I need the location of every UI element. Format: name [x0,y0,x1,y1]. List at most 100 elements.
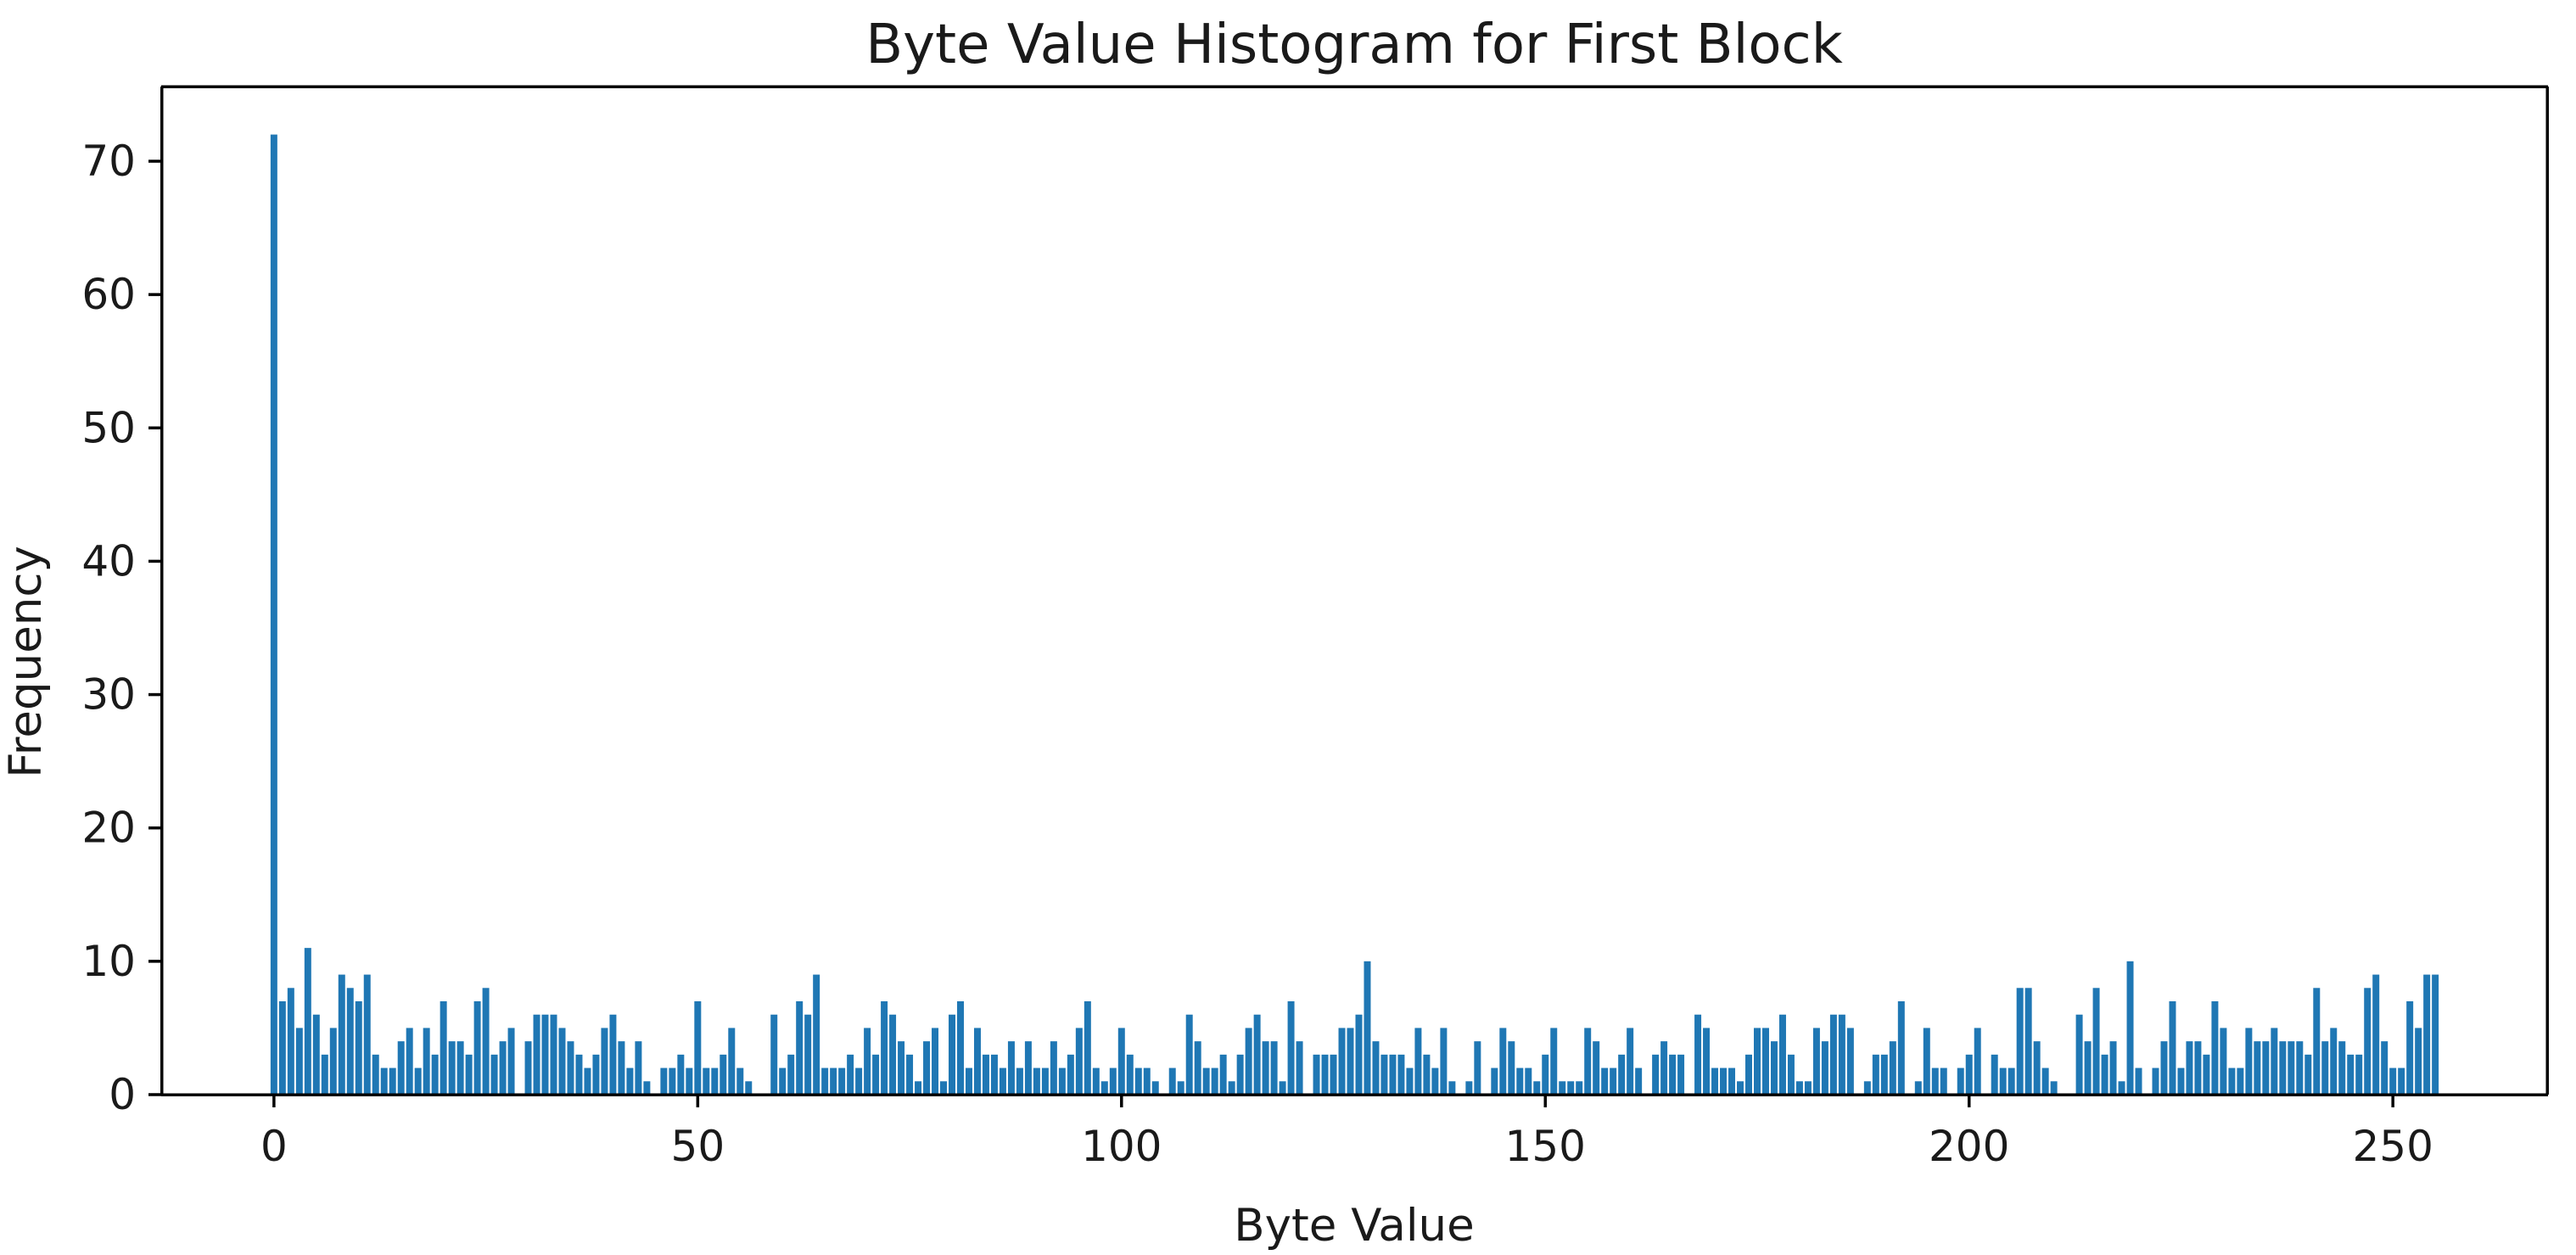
bar-value-95 [1075,1028,1083,1095]
bar-value-174 [1745,1054,1752,1095]
bar-value-245 [2347,1054,2355,1095]
bar-value-227 [2194,1041,2202,1095]
bar-value-101 [1126,1054,1134,1095]
bar-value-128 [1355,1014,1363,1095]
bar-value-1 [278,1001,286,1095]
bar-value-75 [906,1054,914,1095]
bar-value-127 [1347,1028,1354,1095]
bar-value-27 [499,1041,507,1095]
bar-value-87 [1007,1041,1015,1095]
bottom-spine [161,1093,2548,1096]
bar-value-170 [1711,1067,1719,1095]
bar-value-215 [2092,988,2100,1095]
bar-value-59 [770,1014,778,1095]
bar-value-144 [1491,1067,1498,1095]
bar-value-40 [609,1014,617,1095]
bar-value-165 [1669,1054,1677,1095]
bar-value-184 [1829,1014,1837,1095]
x-tick-mark [1120,1095,1123,1107]
bar-value-153 [1567,1081,1575,1095]
bar-value-186 [1846,1028,1854,1095]
bar-value-237 [2279,1041,2287,1095]
bar-value-46 [660,1067,668,1095]
bar-value-56 [745,1081,753,1095]
bar-value-18 [423,1028,430,1095]
bar-value-173 [1737,1081,1744,1095]
bar-value-146 [1508,1041,1515,1095]
bar-value-20 [440,1001,447,1095]
bar-value-126 [1338,1028,1346,1095]
bar-value-166 [1677,1054,1685,1095]
bar-value-42 [626,1067,634,1095]
bar-value-90 [1033,1067,1040,1095]
bar-value-254 [2423,974,2431,1095]
bar-value-76 [915,1081,922,1095]
bar-value-97 [1092,1067,1100,1095]
x-tick-label: 200 [1929,1122,2009,1171]
bar-value-137 [1431,1067,1439,1095]
bar-value-4 [304,948,311,1095]
bar-value-213 [2075,1014,2083,1095]
x-axis-label: Byte Value [1234,1200,1475,1252]
bar-value-121 [1296,1041,1303,1095]
bar-value-72 [881,1001,888,1095]
bar-value-32 [541,1014,549,1095]
bar-value-253 [2415,1028,2422,1095]
bar-value-169 [1703,1028,1711,1095]
bar-value-11 [363,974,371,1095]
bar-value-225 [2177,1067,2185,1095]
bar-value-236 [2271,1028,2278,1095]
y-tick-mark [148,960,161,963]
bar-value-240 [2304,1054,2312,1095]
bar-value-141 [1465,1081,1473,1095]
bar-value-191 [1889,1041,1896,1095]
bar-value-100 [1117,1028,1125,1095]
bar-value-19 [431,1054,439,1095]
bar-value-183 [1821,1041,1828,1095]
y-tick-mark [148,160,161,163]
y-axis-label: Frequency [0,546,52,778]
bar-value-214 [2084,1041,2092,1095]
bar-value-247 [2364,988,2372,1095]
bar-value-112 [1219,1054,1227,1095]
x-tick-label: 250 [2352,1122,2433,1171]
bar-value-36 [575,1054,583,1095]
bar-value-67 [838,1067,846,1095]
bar-value-33 [550,1014,557,1095]
bar-value-8 [338,974,345,1095]
bar-value-206 [2016,988,2024,1095]
bar-value-104 [1151,1081,1159,1095]
bar-value-38 [592,1054,600,1095]
x-tick-mark [2391,1095,2394,1107]
bar-value-17 [414,1067,422,1095]
bar-value-231 [2228,1067,2236,1095]
bar-value-92 [1050,1041,1057,1095]
bar-value-242 [2321,1041,2329,1095]
bar-value-160 [1627,1028,1634,1095]
bar-value-255 [2432,974,2439,1095]
bar-value-189 [1872,1054,1879,1095]
plot-area [161,87,2548,1095]
bar-value-88 [1016,1067,1023,1095]
bar-value-223 [2160,1041,2168,1095]
bar-value-138 [1440,1028,1448,1095]
bar-value-155 [1584,1028,1592,1095]
bar-value-93 [1058,1067,1066,1095]
y-tick-label: 30 [81,670,136,720]
bar-value-39 [601,1028,608,1095]
bar-value-210 [2050,1081,2058,1095]
bar-value-2 [287,988,294,1095]
bar-value-80 [949,1014,955,1095]
bar-value-68 [847,1054,854,1095]
bar-value-96 [1084,1001,1091,1095]
x-tick-mark [1543,1095,1548,1107]
bar-value-66 [830,1067,837,1095]
bar-value-147 [1516,1067,1524,1095]
bar-value-204 [1999,1067,2007,1095]
chart-title: Byte Value Histogram for First Block [865,14,1843,76]
bar-value-61 [787,1054,795,1095]
bar-value-78 [932,1028,939,1095]
right-spine [2545,87,2549,1095]
y-tick-mark [148,426,161,430]
y-tick-label: 50 [81,403,136,452]
